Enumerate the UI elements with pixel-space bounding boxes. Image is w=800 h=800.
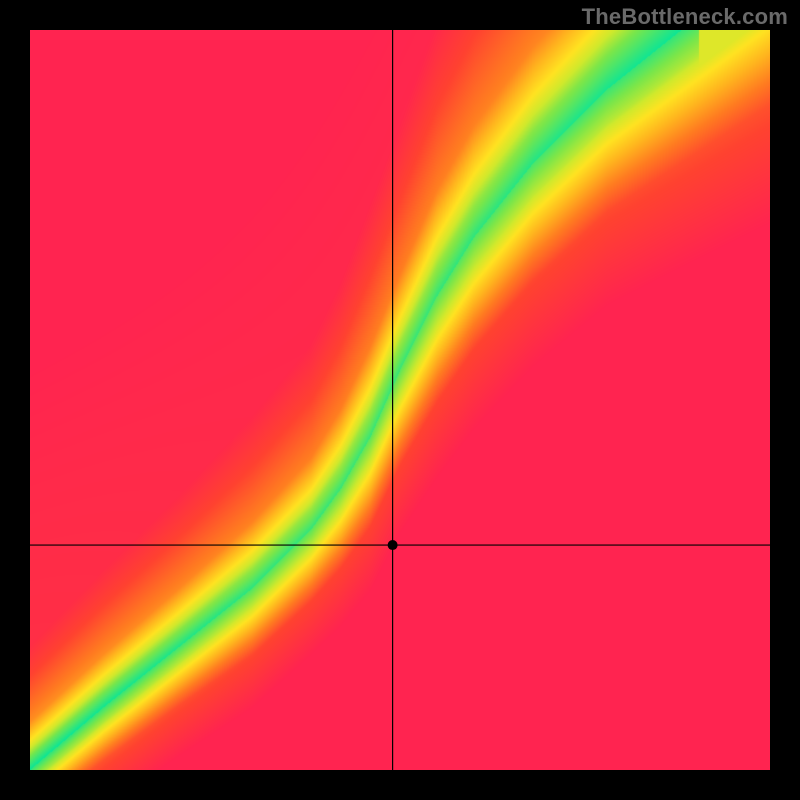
heatmap-plot-area [30,30,770,770]
crosshair-overlay [30,30,770,770]
watermark-label: TheBottleneck.com [582,4,788,30]
crosshair-point [388,540,398,550]
chart-frame: TheBottleneck.com [0,0,800,800]
